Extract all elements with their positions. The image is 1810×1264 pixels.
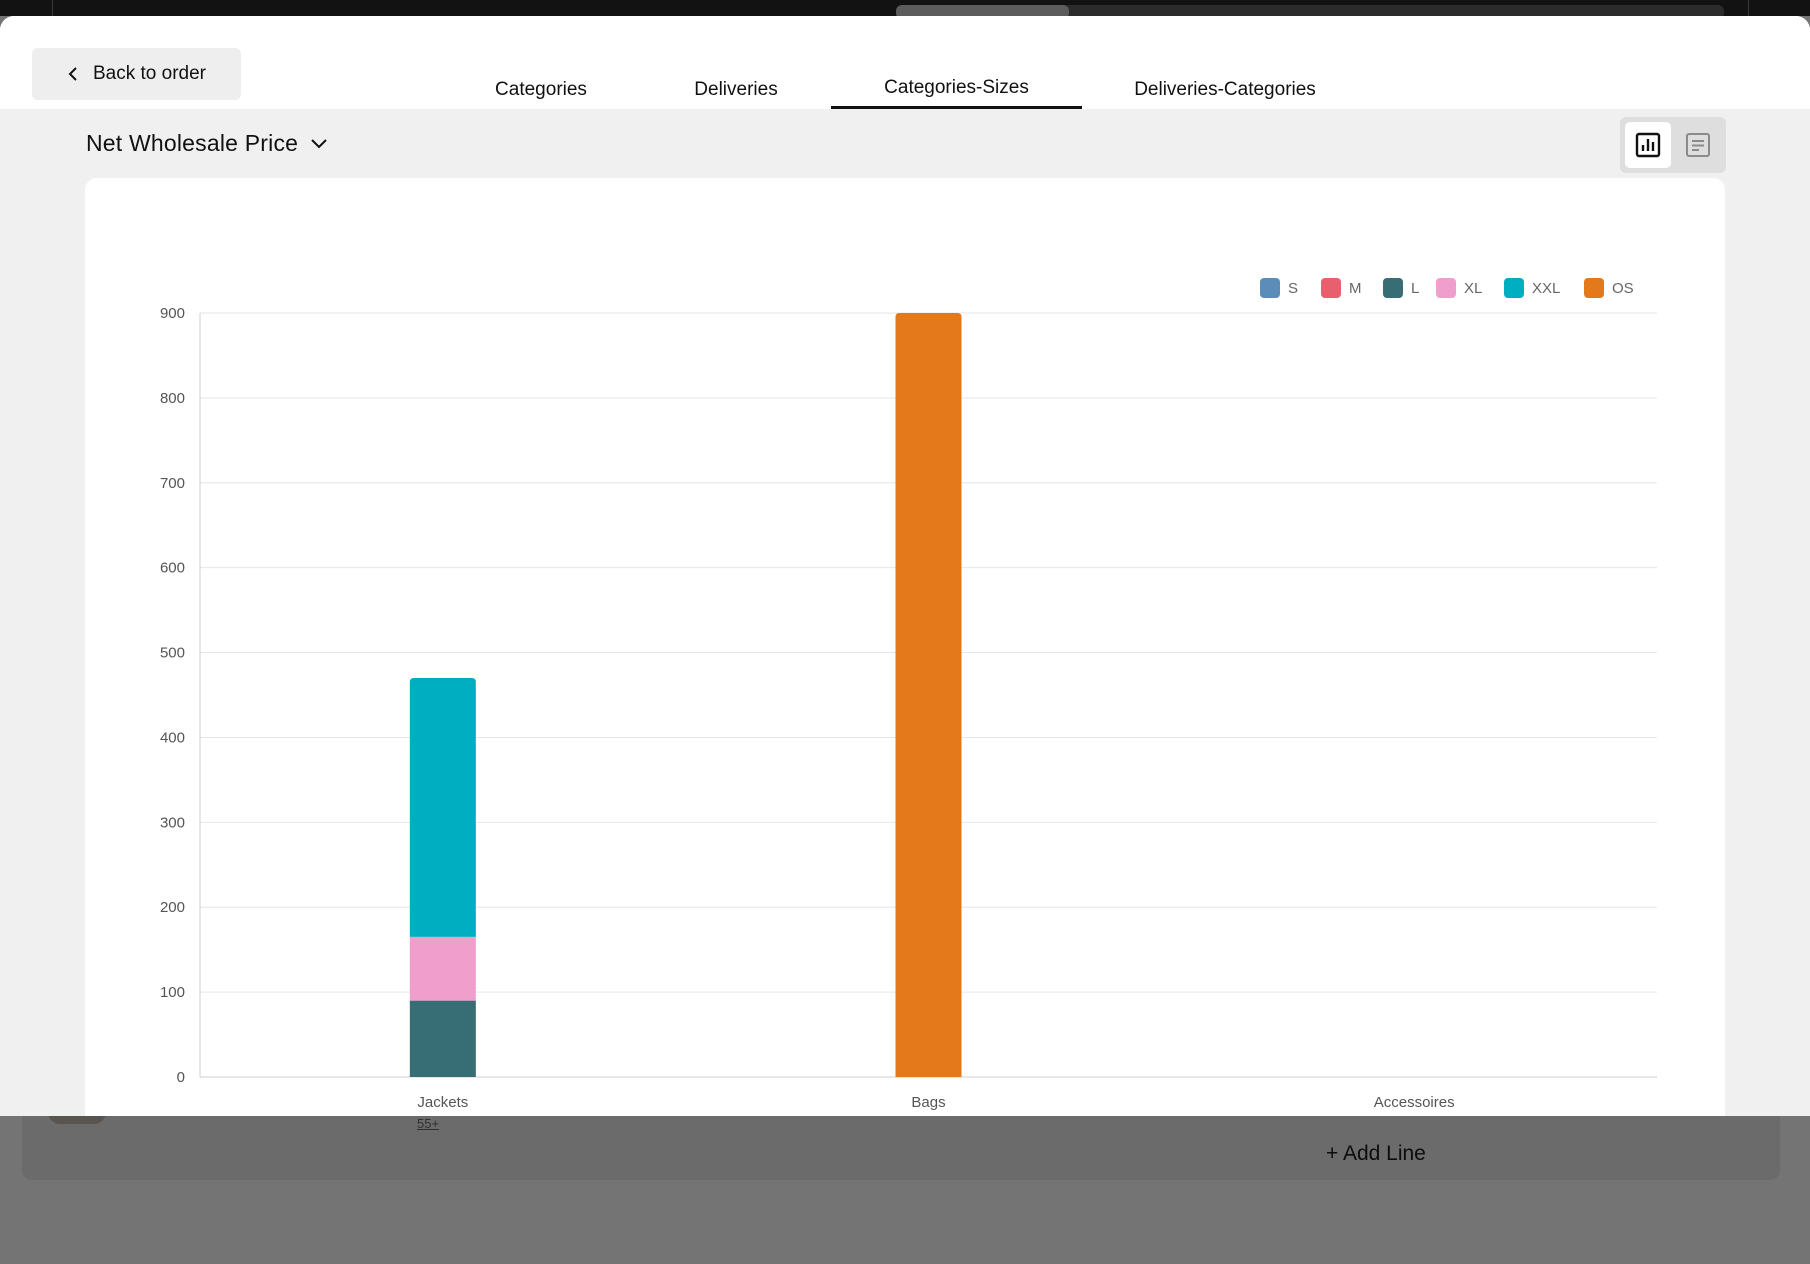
bar-segment-bags-os	[895, 313, 962, 1077]
top-segment-active	[896, 5, 1069, 19]
chart-view-button[interactable]	[1625, 122, 1671, 168]
modal-header: Back to order Categories Deliveries Cate…	[0, 16, 1810, 109]
sizes-link[interactable]: 55+	[417, 1116, 440, 1131]
bar-segment-jackets-l	[409, 1000, 476, 1077]
chevron-down-icon	[311, 138, 327, 148]
legend-swatch-l	[1383, 278, 1403, 298]
legend-label-l: L	[1411, 280, 1419, 297]
back-button-label: Back to order	[93, 63, 206, 84]
tab-categories[interactable]: Categories	[452, 70, 630, 109]
stacked-bar-chart: 0 100 200 300 400 500 600 700 800 900 Jackets Bags A…	[160, 278, 1657, 1111]
legend-label-os: OS	[1612, 280, 1634, 297]
table-view-button[interactable]	[1675, 122, 1721, 168]
legend-swatch-os	[1584, 278, 1604, 298]
y-tick-label: 300	[160, 814, 185, 831]
bar-segment-jackets-xl	[409, 936, 476, 1001]
tab-deliveries[interactable]: Deliveries	[646, 70, 826, 109]
bar-segment-jackets-xxl	[409, 678, 476, 937]
legend-swatch-s	[1260, 278, 1280, 298]
y-tick-label: 600	[160, 560, 185, 577]
metric-dropdown-label: Net Wholesale Price	[86, 130, 299, 156]
legend-label-xxl: XXL	[1532, 280, 1560, 297]
x-tick-label: Bags	[911, 1094, 945, 1111]
x-tick-label: Jackets	[417, 1094, 468, 1111]
legend-label-m: M	[1349, 280, 1362, 297]
top-segment-control	[896, 5, 1724, 19]
view-toggle	[1620, 117, 1726, 173]
bar-chart-icon	[1635, 132, 1661, 158]
analytics-modal: Back to order Categories Deliveries Cate…	[0, 16, 1810, 1116]
tab-categories-sizes[interactable]: Categories-Sizes	[831, 70, 1082, 109]
legend-swatch-m	[1321, 278, 1341, 298]
y-tick-label: 700	[160, 475, 185, 492]
y-tick-label: 900	[160, 305, 185, 322]
legend-label-s: S	[1288, 280, 1298, 297]
top-bar-divider	[52, 0, 53, 16]
y-tick-label: 0	[177, 1069, 185, 1086]
chevron-left-icon	[68, 67, 77, 81]
add-line-button[interactable]: + Add Line	[1326, 1142, 1426, 1165]
y-tick-label: 800	[160, 390, 185, 407]
y-tick-label: 400	[160, 729, 185, 746]
top-bar-divider	[1748, 0, 1749, 16]
y-tick-label: 500	[160, 645, 185, 662]
back-to-order-button[interactable]: Back to order	[32, 48, 241, 100]
legend-label-xl: XL	[1464, 280, 1482, 297]
y-tick-label: 200	[160, 899, 185, 916]
list-view-icon	[1686, 133, 1710, 157]
metric-dropdown[interactable]: Net Wholesale Price	[86, 130, 328, 157]
y-tick-label: 100	[160, 984, 185, 1001]
legend-swatch-xl	[1436, 278, 1456, 298]
legend-swatch-xxl	[1504, 278, 1524, 298]
tab-deliveries-categories[interactable]: Deliveries-Categories	[1110, 70, 1340, 109]
x-tick-label: Accessoires	[1374, 1094, 1455, 1111]
chart-card: 0 100 200 300 400 500 600 700 800 900 Jackets Bags A…	[85, 178, 1725, 1116]
